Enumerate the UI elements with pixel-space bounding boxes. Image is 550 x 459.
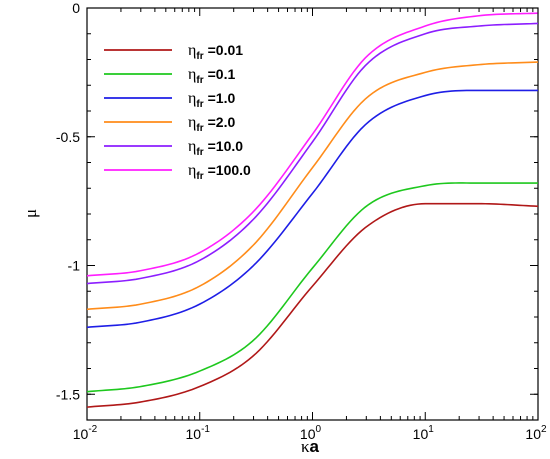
plot-area [86,7,539,421]
series-line-2 [86,182,538,393]
legend-eta-symbol: η [188,66,196,83]
legend-value: =0.1 [208,66,236,82]
x-axis-title-symbol: κ [301,437,310,456]
x-tick-base: 10 [525,426,541,442]
plot-frame [86,7,539,421]
y-axis-title: μ [21,209,40,218]
y-tick-label: -1 [68,258,81,274]
legend-subscript: fr [196,123,203,134]
x-tick-label: 10-1 [186,424,211,442]
legend-label-2: ηfr =0.1 [188,66,235,86]
legend-subscript: fr [196,51,203,62]
x-axis-title: κa [301,437,320,456]
x-tick-label: 10-2 [73,424,98,442]
x-tick-base: 10 [413,426,429,442]
series-line-6 [86,12,539,277]
x-tick-exponent: 1 [428,424,434,435]
legend-value: =10.0 [208,138,244,154]
x-tick-exponent: 2 [541,424,547,435]
legend-label-3: ηfr =1.0 [188,90,235,110]
legend-subscript: fr [196,99,203,110]
x-tick-label: 102 [525,424,547,442]
x-tick-exponent: 0 [316,424,322,435]
x-tick-label: 100 [300,424,322,442]
y-tick-label: -0.5 [56,129,80,145]
legend-eta-symbol: η [188,114,196,131]
legend-eta-symbol: η [188,162,196,179]
legend-value: =100.0 [208,162,251,178]
x-tick-exponent: -2 [88,424,97,435]
series-line-3 [86,89,538,329]
legend-value: =2.0 [208,114,236,130]
legend-subscript: fr [196,75,203,86]
y-tick-label: -1.5 [56,386,80,402]
legend-label-6: ηfr =100.0 [188,162,251,182]
legend-label-5: ηfr =10.0 [188,138,243,158]
series-line-5 [86,22,539,285]
x-tick-base: 10 [300,426,316,442]
x-tick-base: 10 [73,426,89,442]
legend-subscript: fr [196,147,203,158]
series-line-4 [86,61,539,311]
legend-eta-symbol: η [188,90,196,107]
legend-value: =0.01 [208,42,244,58]
x-tick-exponent: -1 [201,424,210,435]
y-tick-label: 0 [72,0,80,16]
legend-label-1: ηfr =0.01 [188,42,243,62]
legend-label-4: ηfr =2.0 [188,114,235,134]
series-line-1 [86,202,539,408]
legend-eta-symbol: η [188,42,196,59]
legend-value: =1.0 [208,90,236,106]
x-tick-base: 10 [186,426,202,442]
series-layer [86,12,539,408]
legend-eta-symbol: η [188,138,196,155]
x-axis-title-var: a [310,437,320,456]
x-tick-label: 101 [413,424,435,442]
legend-subscript: fr [196,171,203,182]
